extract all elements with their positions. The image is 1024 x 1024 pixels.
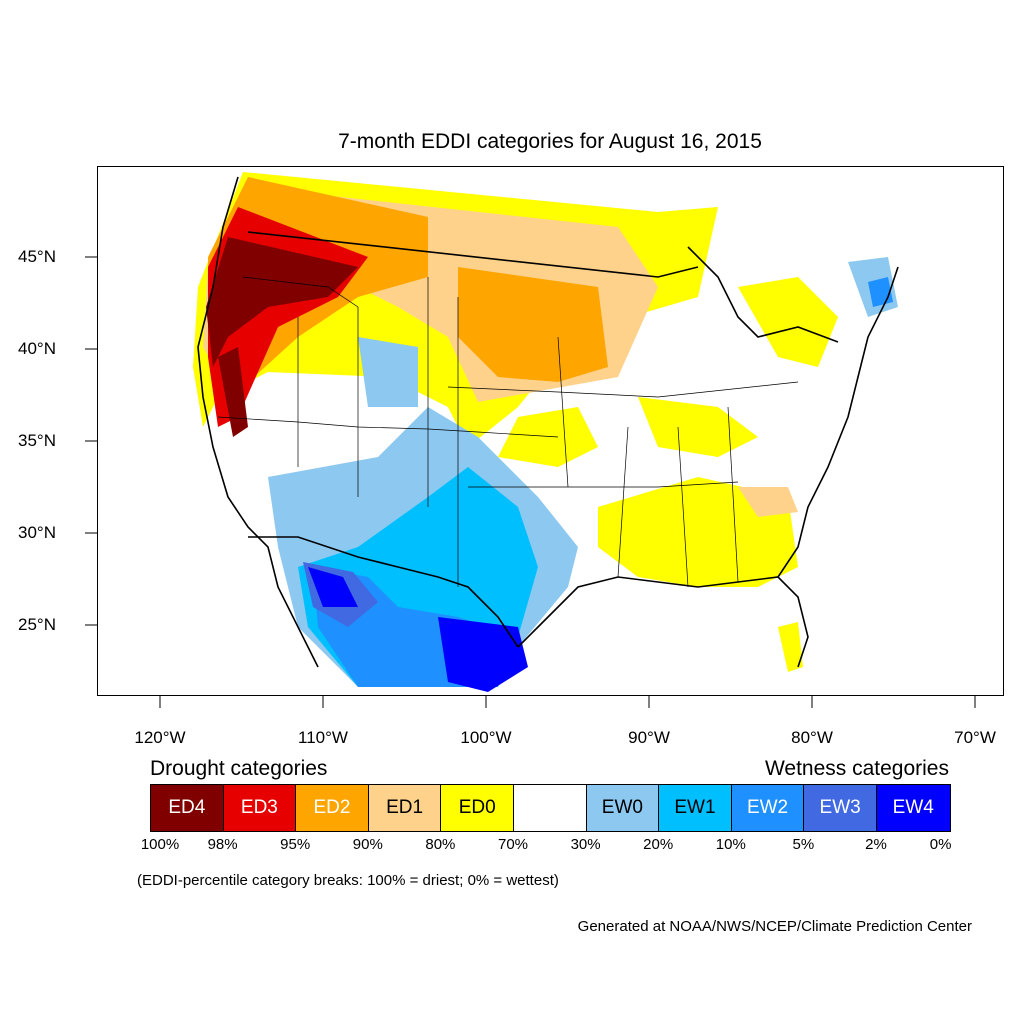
lon-label: 110°W	[298, 728, 348, 747]
legend-swatch	[513, 785, 587, 831]
legend-swatch: ED0	[441, 785, 514, 831]
legend-break-label: 20%	[643, 836, 674, 853]
legend-break-label: 100%	[140, 836, 180, 853]
state-lines	[217, 276, 799, 588]
legend-break-label: 80%	[425, 836, 456, 853]
lat-label: 40°N	[18, 339, 56, 358]
legend-swatch: EW4	[876, 785, 950, 831]
category-note: (EDDI-percentile category breaks: 100% =…	[137, 872, 559, 889]
legend-break-label: 0%	[929, 836, 952, 853]
legend-break-label: 90%	[352, 836, 383, 853]
lon-label: 100°W	[460, 728, 512, 747]
legend-break-label: 10%	[715, 836, 746, 853]
legend-break-label: 70%	[497, 836, 529, 853]
lat-label: 45°N	[18, 247, 56, 266]
legend-break-label: 5%	[792, 836, 815, 853]
legend-swatch: EW1	[659, 785, 732, 831]
legend-colorbar: ED4 ED3 ED2 ED1 ED0 EW0 EW1 EW2 EW3 EW4	[150, 784, 951, 832]
legend-swatch: EW0	[586, 785, 660, 831]
legend-break-label: 95%	[280, 836, 311, 853]
lat-label: 30°N	[18, 523, 56, 542]
legend-swatch: ED4	[151, 785, 224, 831]
lat-label: 25°N	[18, 615, 56, 634]
legend-break-label: 2%	[865, 836, 887, 853]
lon-label: 90°W	[628, 728, 670, 747]
legend-swatch: ED3	[223, 785, 297, 831]
legend-break-label: 30%	[570, 836, 601, 853]
lon-label: 80°W	[791, 728, 833, 747]
legend-swatch: EW2	[731, 785, 805, 831]
boundaries	[197, 176, 899, 668]
legend-swatch: EW3	[804, 785, 877, 831]
map-panel	[97, 166, 1004, 696]
lon-label: 70°W	[954, 728, 996, 747]
lat-label: 35°N	[18, 431, 56, 450]
legend-swatch: ED2	[296, 785, 369, 831]
drought-heading: Drought categories	[150, 757, 328, 780]
legend-break-label: 98%	[207, 836, 238, 853]
wetness-heading: Wetness categories	[764, 757, 949, 780]
legend-swatch: ED1	[368, 785, 442, 831]
credit-line: Generated at NOAA/NWS/NCEP/Climate Predi…	[577, 918, 972, 935]
eddi-map	[193, 172, 899, 692]
lon-label: 120°W	[134, 728, 186, 747]
map-title: 7-month EDDI categories for August 16, 2…	[338, 130, 762, 153]
